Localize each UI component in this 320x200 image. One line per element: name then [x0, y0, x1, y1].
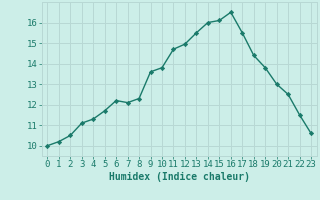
X-axis label: Humidex (Indice chaleur): Humidex (Indice chaleur) [109, 172, 250, 182]
